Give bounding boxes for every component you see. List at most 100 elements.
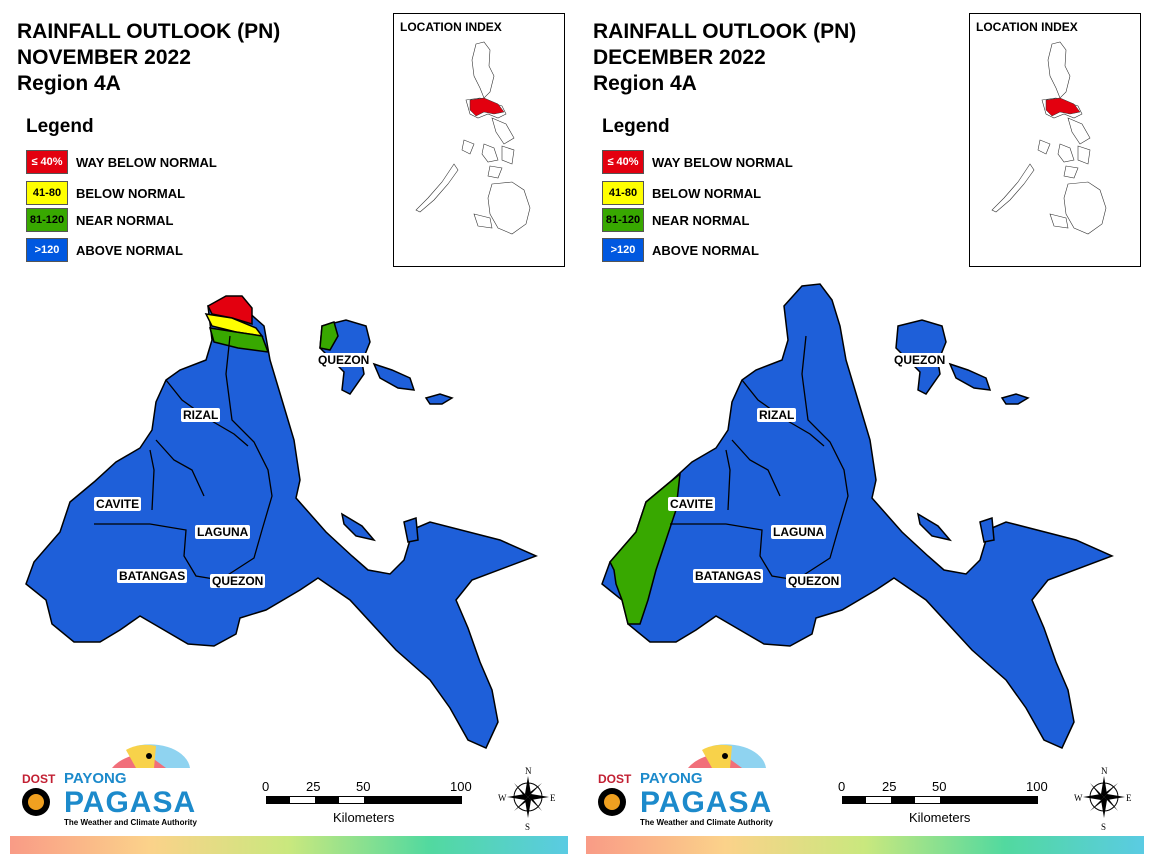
scale-bar-graphic [266, 796, 462, 804]
label-rizal: RIZAL [181, 408, 221, 422]
scale-tick-50: 50 [356, 779, 371, 794]
logo-tagline: The Weather and Climate Authority [640, 818, 773, 827]
scale-tick-25: 25 [306, 779, 321, 794]
title-line-1: RAINFALL OUTLOOK (PN) [17, 20, 281, 43]
boundary-cavite-batangas [670, 523, 839, 581]
logo-dost-text: DOST [598, 772, 632, 786]
scale-tick-0: 0 [262, 779, 270, 794]
label-cavite: CAVITE [94, 497, 142, 511]
logo-pagasa-text: PAGASA [640, 786, 773, 819]
small-island-3 [916, 512, 953, 542]
philippines-outline-map [991, 41, 1107, 235]
title-line-1: RAINFALL OUTLOOK (PN) [593, 20, 857, 43]
mainland-above-normal [25, 301, 538, 749]
label-quezon-north: QUEZON [316, 353, 372, 367]
label-quezon-south: QUEZON [786, 574, 842, 588]
small-island-1 [372, 362, 416, 391]
philippines-outline-map [415, 41, 531, 235]
legend-item-near-normal: 81-120 NEAR NORMAL [602, 207, 750, 233]
small-island-2 [424, 393, 454, 405]
small-island-4 [979, 516, 995, 543]
label-batangas: BATANGAS [117, 569, 188, 583]
compass-s: S [1101, 822, 1106, 832]
legend-label: ABOVE NORMAL [76, 242, 183, 258]
label-laguna: LAGUNA [771, 525, 827, 539]
scale-unit-label: Kilometers [909, 810, 971, 825]
legend-swatch: >120 [602, 238, 644, 262]
legend-item-above-normal: >120 ABOVE NORMAL [602, 237, 759, 263]
legend-label: NEAR NORMAL [76, 212, 174, 228]
logo-tagline: The Weather and Climate Authority [64, 818, 197, 827]
legend-label: BELOW NORMAL [76, 185, 186, 201]
label-quezon-south: QUEZON [210, 574, 266, 588]
compass-s: S [525, 822, 530, 832]
cavite-coast-near-normal [609, 472, 681, 625]
label-batangas: BATANGAS [693, 569, 764, 583]
label-laguna: LAGUNA [195, 525, 251, 539]
compass-n: N [525, 766, 532, 776]
outlook-panel-november: RAINFALL OUTLOOK (PN) NOVEMBER 2022 Regi… [10, 13, 568, 854]
location-index-title: LOCATION INDEX [976, 20, 1078, 34]
location-index-inset: LOCATION INDEX [393, 13, 565, 267]
title-line-2: NOVEMBER 2022 [17, 46, 191, 69]
scale-bar: 0 25 50 100 Kilometers [834, 776, 1049, 836]
mainland-above-normal [601, 283, 1114, 749]
legend-swatch: >120 [26, 238, 68, 262]
boundary-laguna-west [731, 439, 781, 497]
scale-tick-0: 0 [838, 779, 846, 794]
scale-tick-50: 50 [932, 779, 947, 794]
legend-item-way-below-normal: ≤ 40% WAY BELOW NORMAL [602, 149, 793, 175]
rizal-tip-way-below-normal [207, 295, 253, 326]
compass-w: W [498, 793, 507, 803]
umbrella-logo-icon [598, 744, 766, 816]
label-rizal: RIZAL [757, 408, 797, 422]
legend-item-near-normal: 81-120 NEAR NORMAL [26, 207, 174, 233]
boundary-cavite-laguna [725, 449, 731, 511]
north-arrow-compass: N S E W [498, 766, 558, 832]
title-line-2: DECEMBER 2022 [593, 46, 766, 69]
compass-rose-icon: N S E W [1074, 766, 1132, 832]
compass-e: E [550, 793, 556, 803]
legend-swatch: ≤ 40% [26, 150, 68, 174]
footer-gradient-strip [10, 836, 568, 854]
compass-rose-icon: N S E W [498, 766, 556, 832]
small-island-1 [948, 362, 992, 391]
rizal-tip-near-normal [208, 327, 270, 353]
small-island-2 [1000, 393, 1030, 405]
pagasa-logo: DOST PAYONG PAGASA The Weather and Clima… [16, 740, 216, 835]
legend-label: ABOVE NORMAL [652, 242, 759, 258]
location-index-title: LOCATION INDEX [400, 20, 502, 34]
label-quezon-north: QUEZON [892, 353, 948, 367]
location-index-inset: LOCATION INDEX [969, 13, 1141, 267]
legend-swatch: ≤ 40% [602, 150, 644, 174]
region-4a-rainfall-map [601, 283, 1114, 749]
legend-item-way-below-normal: ≤ 40% WAY BELOW NORMAL [26, 149, 217, 175]
region-4a-rainfall-map [25, 295, 538, 749]
compass-e: E [1126, 793, 1132, 803]
polillo-near-normal [319, 321, 339, 351]
legend-title: Legend [602, 116, 670, 137]
scale-tick-25: 25 [882, 779, 897, 794]
logo-dost-text: DOST [22, 772, 56, 786]
small-island-4 [403, 516, 419, 543]
pagasa-logo: DOST PAYONG PAGASA The Weather and Clima… [592, 740, 792, 835]
legend-swatch: 41-80 [602, 181, 644, 205]
scale-tick-100: 100 [450, 779, 472, 794]
umbrella-logo-icon [22, 744, 190, 816]
title-line-3: Region 4A [593, 72, 697, 95]
boundary-rizal-quezon [801, 335, 849, 531]
legend-label: NEAR NORMAL [652, 212, 750, 228]
footer-gradient-strip [586, 836, 1144, 854]
label-cavite: CAVITE [668, 497, 716, 511]
compass-n: N [1101, 766, 1108, 776]
logo-payong-text: PAYONG [64, 770, 127, 787]
legend-item-below-normal: 41-80 BELOW NORMAL [26, 180, 185, 206]
boundary-cavite-batangas [94, 523, 263, 581]
logo-payong-text: PAYONG [640, 770, 703, 787]
legend-title: Legend [26, 116, 94, 137]
legend-item-below-normal: 41-80 BELOW NORMAL [602, 180, 761, 206]
compass-w: W [1074, 793, 1083, 803]
logo-pagasa-text: PAGASA [64, 786, 197, 819]
outlook-panel-december: RAINFALL OUTLOOK (PN) DECEMBER 2022 Regi… [576, 0, 1152, 864]
legend-label: WAY BELOW NORMAL [76, 154, 217, 170]
